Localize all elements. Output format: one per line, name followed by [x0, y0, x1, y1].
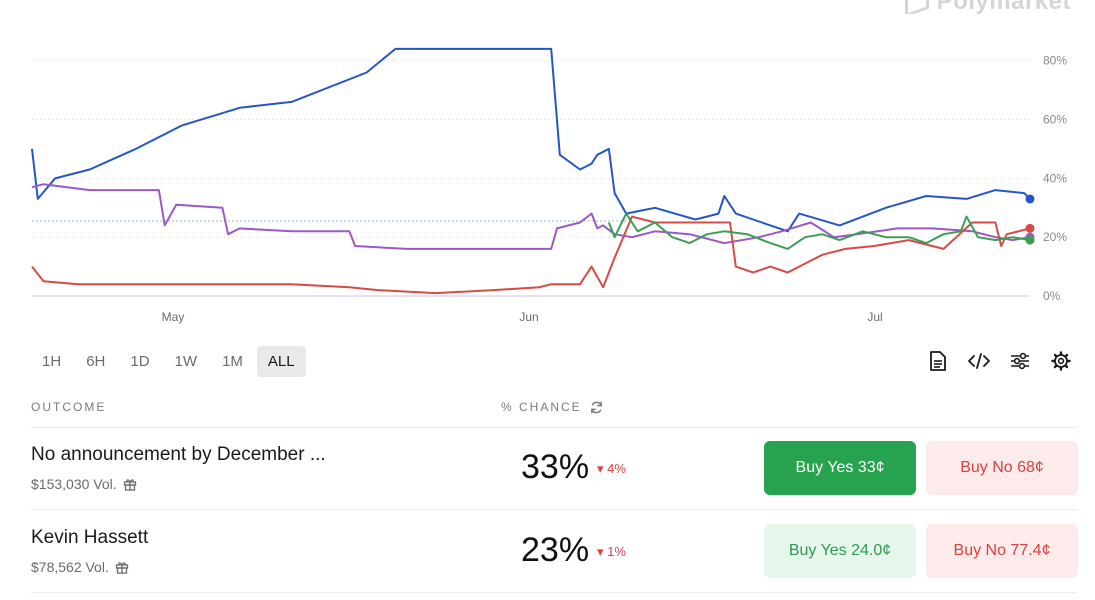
- price-chart[interactable]: 80% 60% 40% 20% 0% May Jun Jul: [0, 40, 1095, 335]
- outcome-row[interactable]: Kevin Hassett $78,562 Vol. 23% ▾ 1% Buy …: [31, 511, 1078, 593]
- chance-change: ▾ 1%: [597, 544, 626, 559]
- time-range-selector: 1H 6H 1D 1W 1M ALL: [31, 345, 309, 377]
- gear-icon[interactable]: [1049, 349, 1073, 373]
- buy-no-button[interactable]: Buy No 77.4¢: [926, 524, 1078, 578]
- range-all-button[interactable]: ALL: [256, 345, 306, 377]
- down-triangle-icon: ▾: [597, 461, 608, 476]
- y-tick-label: 0%: [1043, 289, 1061, 303]
- series-line[interactable]: [607, 212, 1031, 250]
- y-tick-label: 80%: [1043, 54, 1067, 68]
- polymarket-logo[interactable]: Polymarket: [904, 0, 1071, 14]
- gift-icon: [115, 562, 129, 574]
- outcome-chance: 23%: [521, 531, 590, 569]
- down-triangle-icon: ▾: [597, 544, 608, 559]
- x-tick-label: May: [162, 310, 185, 324]
- outcome-title[interactable]: No announcement by December ...: [31, 444, 326, 465]
- outcome-volume: $78,562 Vol.: [31, 559, 129, 575]
- y-tick-label: 40%: [1043, 171, 1067, 185]
- series-line[interactable]: [31, 215, 1031, 295]
- chance-column-header: % CHANCE: [501, 400, 603, 414]
- sliders-icon[interactable]: [1008, 349, 1032, 373]
- range-1d-button[interactable]: 1D: [130, 352, 150, 370]
- buy-no-button[interactable]: Buy No 68¢: [926, 441, 1078, 495]
- series-end-marker[interactable]: [1025, 223, 1035, 233]
- range-6h-button[interactable]: 6H: [86, 352, 106, 370]
- range-1w-button[interactable]: 1W: [174, 352, 198, 370]
- y-tick-label: 60%: [1043, 113, 1067, 127]
- x-tick-label: Jun: [519, 310, 538, 324]
- x-tick-label: Jul: [867, 310, 882, 324]
- logo-icon: [904, 0, 929, 14]
- range-1h-button[interactable]: 1H: [42, 352, 62, 370]
- embed-code-icon[interactable]: [967, 349, 991, 373]
- outcome-row[interactable]: No announcement by December ... $153,030…: [31, 428, 1078, 510]
- gift-icon: [123, 479, 136, 491]
- buy-yes-button[interactable]: Buy Yes 24.0¢: [764, 524, 916, 578]
- y-tick-label: 20%: [1043, 230, 1067, 244]
- series-line[interactable]: [31, 183, 1031, 250]
- document-icon[interactable]: [926, 349, 950, 373]
- outcome-chance: 33%: [521, 448, 590, 486]
- chart-tools: [926, 349, 1073, 373]
- outcome-volume: $153,030 Vol.: [31, 476, 137, 492]
- top-bar: Polymarket: [0, 0, 1095, 14]
- outcome-title[interactable]: Kevin Hassett: [31, 527, 149, 548]
- series-line[interactable]: [31, 47, 1031, 233]
- chance-change: ▾ 4%: [597, 461, 626, 476]
- series-end-marker[interactable]: [1025, 194, 1035, 204]
- outcome-column-header: OUTCOME: [31, 400, 107, 414]
- range-1m-button[interactable]: 1M: [222, 352, 243, 370]
- series-end-marker[interactable]: [1025, 235, 1035, 245]
- outcomes-header: OUTCOME % CHANCE: [31, 398, 1077, 428]
- refresh-icon[interactable]: [590, 401, 603, 414]
- buy-yes-button[interactable]: Buy Yes 33¢: [764, 441, 916, 495]
